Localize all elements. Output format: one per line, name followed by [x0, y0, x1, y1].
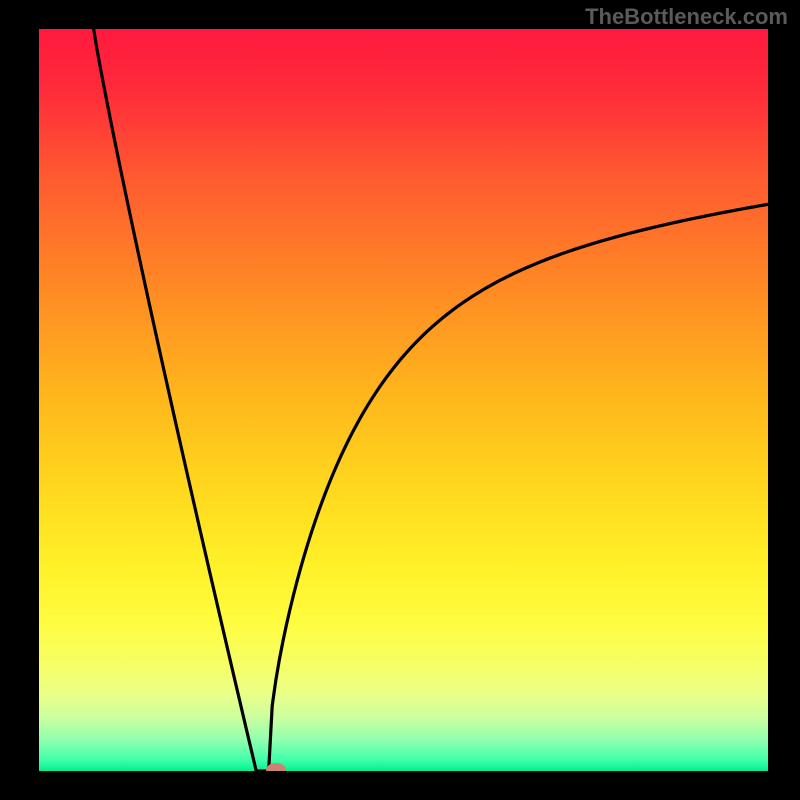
optimal-point-marker — [266, 763, 286, 771]
plot-area — [39, 29, 768, 771]
gradient-background — [39, 29, 768, 771]
watermark-text: TheBottleneck.com — [585, 4, 788, 30]
